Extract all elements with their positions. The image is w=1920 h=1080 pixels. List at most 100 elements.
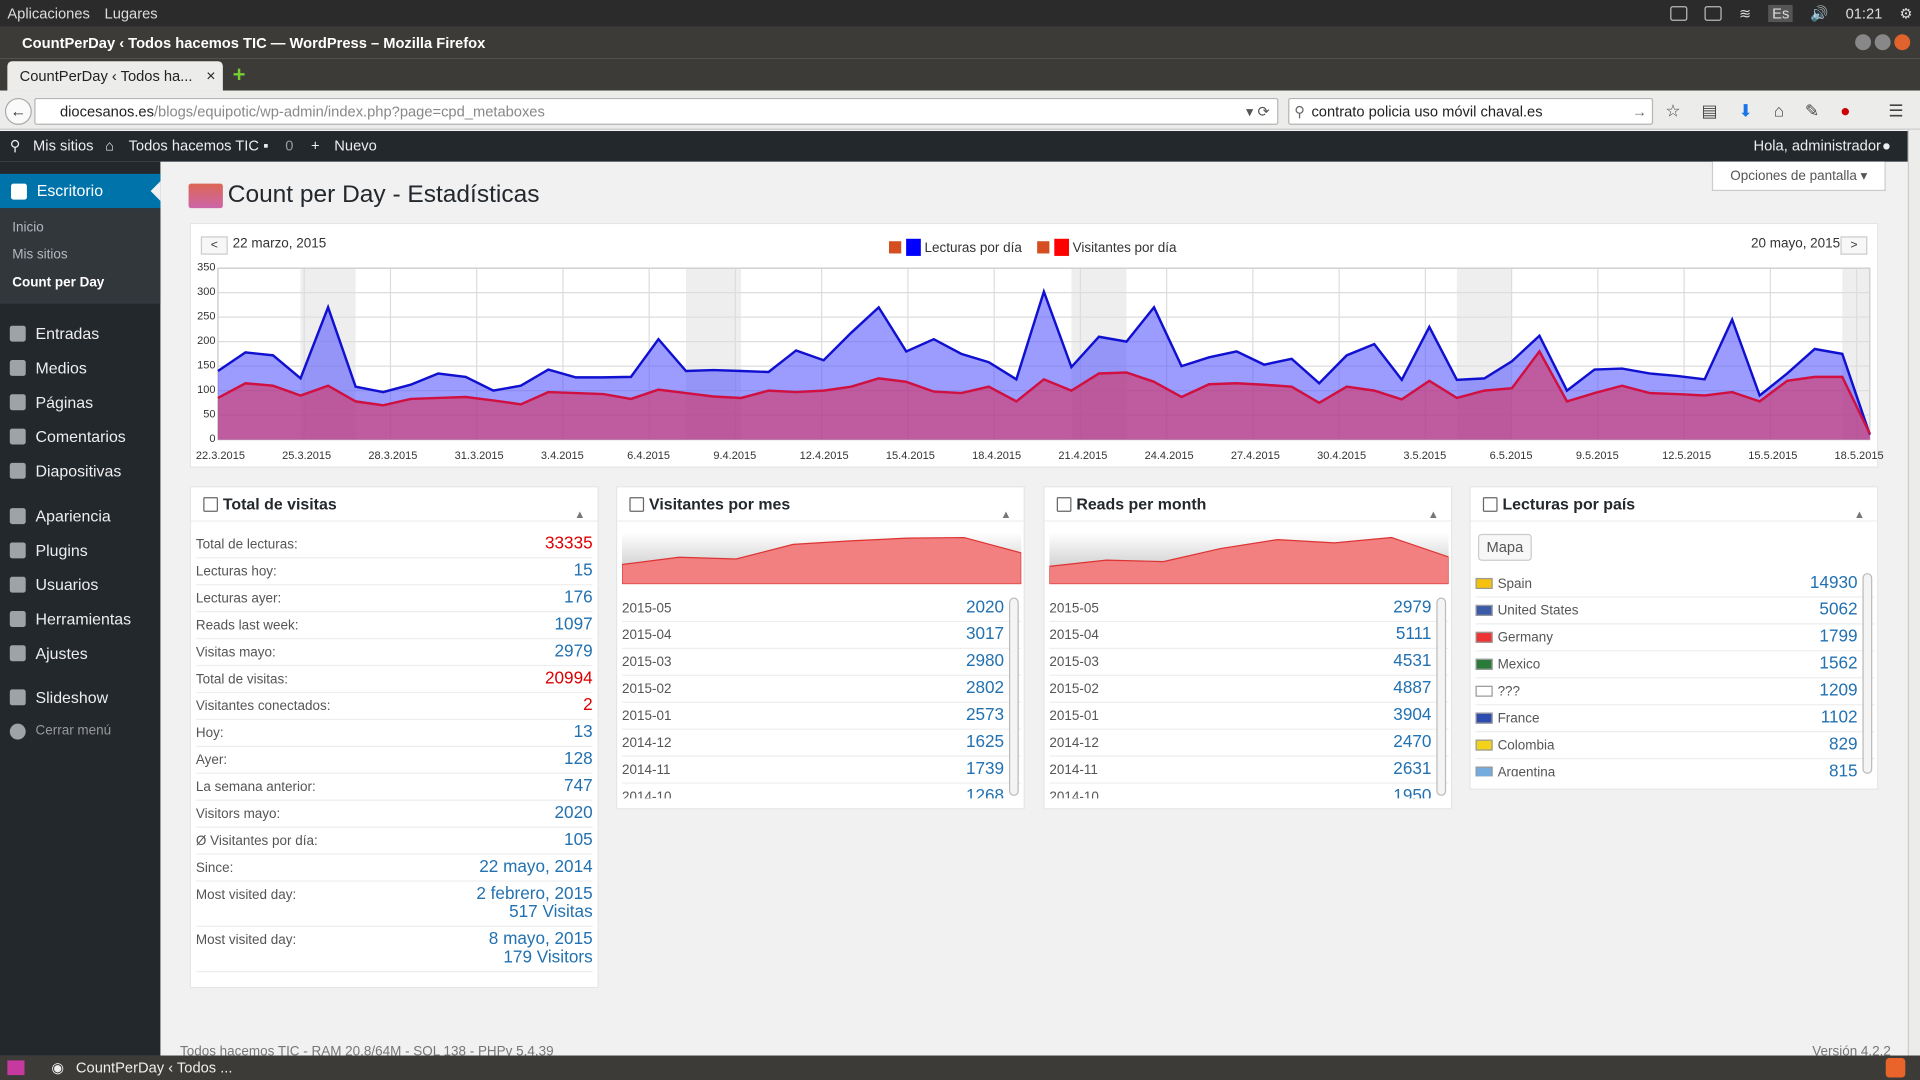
collapse-arrow-icon[interactable]: ▲ (574, 508, 586, 521)
back-button[interactable]: ← (4, 97, 32, 125)
trash-icon[interactable] (1885, 1057, 1906, 1078)
collapse-menu[interactable]: Cerrar menú (35, 723, 112, 739)
sidebar-item-plugins[interactable]: Plugins (35, 541, 88, 560)
row-label: Total de lecturas: (195, 537, 298, 553)
row-value: 1625 (965, 731, 1005, 751)
submenu-count-per-day[interactable]: Count per Day (12, 275, 105, 291)
reading-list-icon[interactable]: ▤ (1701, 100, 1718, 121)
my-sites-link[interactable]: Mis sitios (33, 137, 94, 155)
download-icon[interactable]: ⬇ (1738, 100, 1753, 121)
plus-icon[interactable]: + (311, 137, 320, 155)
list-row: Hoy: 13 (195, 720, 593, 747)
screen-options-button[interactable]: Opciones de pantalla ▾ (1711, 161, 1886, 192)
sidebar-item-paginas[interactable]: Páginas (35, 393, 94, 412)
new-link[interactable]: Nuevo (334, 137, 377, 155)
sidebar-item-diapositivas[interactable]: Diapositivas (35, 461, 122, 481)
url-bar[interactable]: diocesanos.es/blogs/equipotic/wp-admin/i… (34, 97, 1279, 125)
close-window-button[interactable] (1894, 34, 1911, 51)
desktop-icon[interactable] (7, 1060, 25, 1076)
list-row: 2015-05 2020 (622, 595, 1022, 623)
row-label: 2015-03 (622, 655, 672, 670)
legend-checkbox[interactable] (888, 241, 902, 254)
list-row: Mexico 1562 (1475, 651, 1875, 679)
row-label: Mexico (1475, 658, 1540, 672)
navigation-bar: ← diocesanos.es/blogs/equipotic/wp-admin… (0, 90, 1920, 130)
browser-tab[interactable]: CountPerDay ‹ Todos ha... × (7, 61, 223, 91)
site-name-link[interactable]: Todos hacemos TIC (128, 137, 259, 155)
screen-icon[interactable] (1670, 6, 1688, 21)
scrollbar[interactable] (1008, 597, 1019, 796)
greeting-link[interactable]: Hola, administrador (1753, 137, 1881, 155)
row-value-secondary: 179 Visitors (503, 946, 593, 967)
countries-list[interactable]: Spain 14930 United States 5062 Germany 1799 Me… (1471, 571, 1880, 777)
submenu-mis-sitios[interactable]: Mis sitios (12, 247, 68, 263)
map-button[interactable]: Mapa (1477, 533, 1532, 561)
comments-count[interactable]: 0 (285, 137, 294, 155)
box-title-text: Lecturas por país (1502, 494, 1636, 514)
user-icon[interactable]: ● (1882, 137, 1891, 155)
language-indicator[interactable]: Es (1768, 4, 1793, 23)
pocket-icon[interactable]: ● (1840, 100, 1851, 121)
legend-visitors[interactable]: Visitantes por día (1037, 238, 1177, 256)
menu-icon[interactable]: ☰ (1888, 100, 1904, 121)
comments-icon[interactable]: ▪ (263, 137, 269, 155)
chart-end-date: 20 mayo, 2015 (1751, 236, 1841, 252)
box-title[interactable]: Visitantes por mes ▲ (617, 487, 1024, 522)
sidebar-item-herramientas[interactable]: Herramientas (35, 609, 132, 629)
next-button[interactable]: > (1840, 236, 1868, 255)
scrollbar[interactable] (1436, 597, 1447, 796)
maximize-button[interactable] (1874, 34, 1891, 51)
search-input[interactable]: ⚲ contrato policia uso móvil chaval.es → (1288, 97, 1654, 125)
flag-icon (1475, 766, 1493, 777)
sidebar-item-entradas[interactable]: Entradas (35, 324, 100, 343)
count-per-day-icon (188, 183, 223, 209)
sidebar-item-ajustes[interactable]: Ajustes (35, 644, 88, 663)
legend-label: Visitantes por día (1072, 241, 1177, 256)
volume-icon[interactable]: 🔊 (1810, 4, 1829, 23)
row-value: 2979 (1393, 596, 1432, 616)
box-title[interactable]: Reads per month ▲ (1044, 487, 1452, 522)
wordpress-icon[interactable]: ⚲ (9, 137, 21, 155)
collapse-arrow-icon[interactable]: ▲ (1000, 508, 1012, 521)
taskbar-item[interactable]: CountPerDay ‹ Todos ... (75, 1059, 233, 1077)
tab-close-icon[interactable]: × (206, 66, 216, 85)
settings-icon[interactable]: ⚙ (1899, 4, 1913, 23)
collapse-arrow-icon[interactable]: ▲ (1853, 508, 1865, 521)
sidebar-item-dashboard[interactable]: Escritorio (0, 173, 161, 209)
bookmark-star-icon[interactable]: ☆ (1665, 100, 1681, 121)
addon-icon[interactable]: ✎ (1804, 100, 1820, 121)
scrollbar[interactable] (1862, 573, 1873, 774)
url-path: /blogs/equipotic/wp-admin/index.php?page… (153, 102, 545, 121)
reads-list[interactable]: 2015-05 2979 2015-04 5111 2015-03 4531 2015-02… (1044, 595, 1453, 798)
box-title[interactable]: Total de visitas ▲ (191, 487, 598, 522)
sidebar-item-medios[interactable]: Medios (35, 358, 87, 378)
legend-checkbox[interactable] (1037, 241, 1050, 254)
sidebar-item-comentarios[interactable]: Comentarios (35, 427, 126, 446)
sidebar-item-apariencia[interactable]: Apariencia (35, 506, 111, 526)
new-tab-button[interactable]: + (232, 62, 246, 87)
home-icon[interactable]: ⌂ (1773, 100, 1785, 121)
wifi-icon[interactable]: ≋ (1739, 4, 1752, 23)
home-icon[interactable]: ⌂ (105, 137, 115, 155)
network-icon[interactable] (1704, 6, 1722, 21)
list-row: 2014-12 2470 (1049, 730, 1449, 757)
minimize-button[interactable] (1855, 34, 1872, 51)
page-title: Count per Day - Estadísticas (227, 181, 540, 209)
sidebar-item-slideshow[interactable]: Slideshow (35, 688, 109, 707)
row-label: Visitantes conectados: (195, 699, 331, 714)
sidebar-item-usuarios[interactable]: Usuarios (35, 575, 99, 594)
search-go-icon[interactable]: → (1632, 102, 1647, 121)
legend-reads[interactable]: Lecturas por día (888, 238, 1022, 256)
collapse-arrow-icon[interactable]: ▲ (1427, 508, 1439, 521)
places-menu[interactable]: Lugares (104, 4, 158, 23)
row-value: 1799 (1819, 625, 1858, 646)
list-row: 2015-03 2980 (622, 649, 1022, 676)
box-title[interactable]: Lecturas por país ▲ (1470, 487, 1878, 522)
prev-button[interactable]: < (200, 236, 228, 255)
page-scrollbar[interactable] (1907, 129, 1920, 1056)
clock[interactable]: 01:21 (1845, 4, 1883, 23)
visitors-list[interactable]: 2015-05 2020 2015-04 3017 2015-03 2980 2015-02… (617, 595, 1026, 798)
submenu-inicio[interactable]: Inicio (12, 220, 44, 236)
reload-icon[interactable]: ▾ ⟳ (1246, 102, 1270, 121)
applications-menu[interactable]: Aplicaciones (7, 4, 90, 23)
